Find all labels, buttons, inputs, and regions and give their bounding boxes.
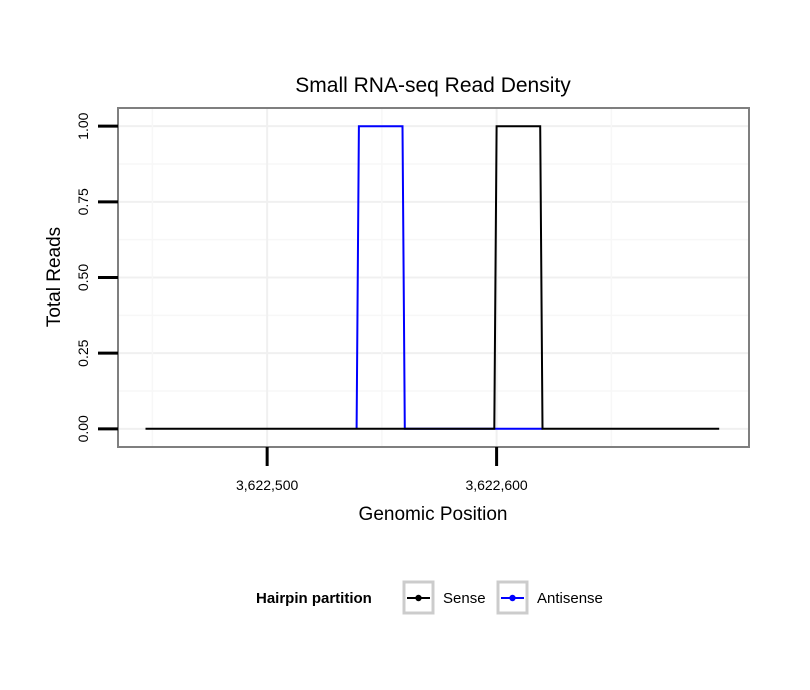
legend-title: Hairpin partition — [256, 590, 372, 607]
y-tick-label: 0.50 — [75, 264, 91, 291]
y-axis-title: Total Reads — [44, 227, 65, 327]
x-tick-label: 3,622,500 — [236, 477, 298, 493]
series-lines — [145, 125, 720, 430]
x-axis-title: Genomic Position — [359, 504, 508, 525]
series-line-antisense — [355, 125, 543, 430]
legend-key-point — [415, 594, 422, 602]
x-axis: 3,622,500 3,622,600 — [236, 447, 528, 493]
y-tick-label: 0.25 — [75, 339, 91, 366]
y-tick-label: 0.75 — [75, 188, 91, 215]
legend-item-antisense: Antisense — [496, 580, 603, 615]
legend: Hairpin partition Sense Antisense — [256, 580, 603, 615]
chart-title: Small RNA-seq Read Density — [295, 74, 571, 97]
series-line-sense — [145, 125, 720, 430]
y-tick-label: 0.00 — [75, 415, 91, 442]
legend-label: Antisense — [537, 590, 603, 607]
x-tick-label: 3,622,600 — [465, 477, 527, 493]
grid — [118, 108, 749, 447]
legend-item-sense: Sense — [402, 580, 486, 615]
legend-label: Sense — [443, 590, 486, 607]
legend-key-point — [509, 594, 516, 602]
y-axis: 0.00 0.25 0.50 0.75 1.00 — [75, 112, 118, 442]
y-tick-label: 1.00 — [75, 112, 91, 139]
